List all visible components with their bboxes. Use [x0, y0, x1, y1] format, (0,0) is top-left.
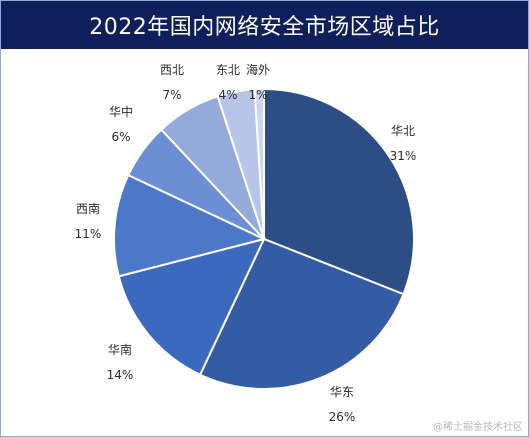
pie-slice-2 [117, 237, 266, 377]
slice-label-6: 东北 [216, 63, 240, 77]
chart-title: 2022年国内网络安全市场区域占比 [1, 1, 528, 49]
slice-percent-7: 1% [248, 88, 267, 102]
slice-percent-3: 11% [75, 227, 102, 241]
slice-percent-4: 6% [111, 130, 130, 144]
pie-slice-0 [263, 87, 415, 296]
slice-label-0: 华北 [391, 124, 415, 138]
pie-slice-7 [253, 87, 265, 240]
slice-percent-1: 26% [329, 410, 356, 424]
slice-label-2: 华南 [108, 342, 132, 357]
slice-label-1: 华东 [330, 385, 354, 399]
slice-percent-6: 4% [218, 88, 237, 102]
slice-label-7: 海外 [246, 62, 270, 77]
slice-percent-0: 31% [390, 149, 417, 163]
watermark: @稀土掘金技术社区 [433, 422, 523, 433]
pie-slice-3 [113, 173, 267, 278]
pie-slice-1 [198, 237, 405, 390]
slice-label-3: 西南 [76, 201, 100, 216]
slice-label-4: 华中 [109, 104, 133, 119]
slice-percent-2: 14% [107, 368, 134, 382]
slice-percent-5: 7% [162, 88, 181, 102]
slice-label-5: 西北 [160, 63, 184, 77]
